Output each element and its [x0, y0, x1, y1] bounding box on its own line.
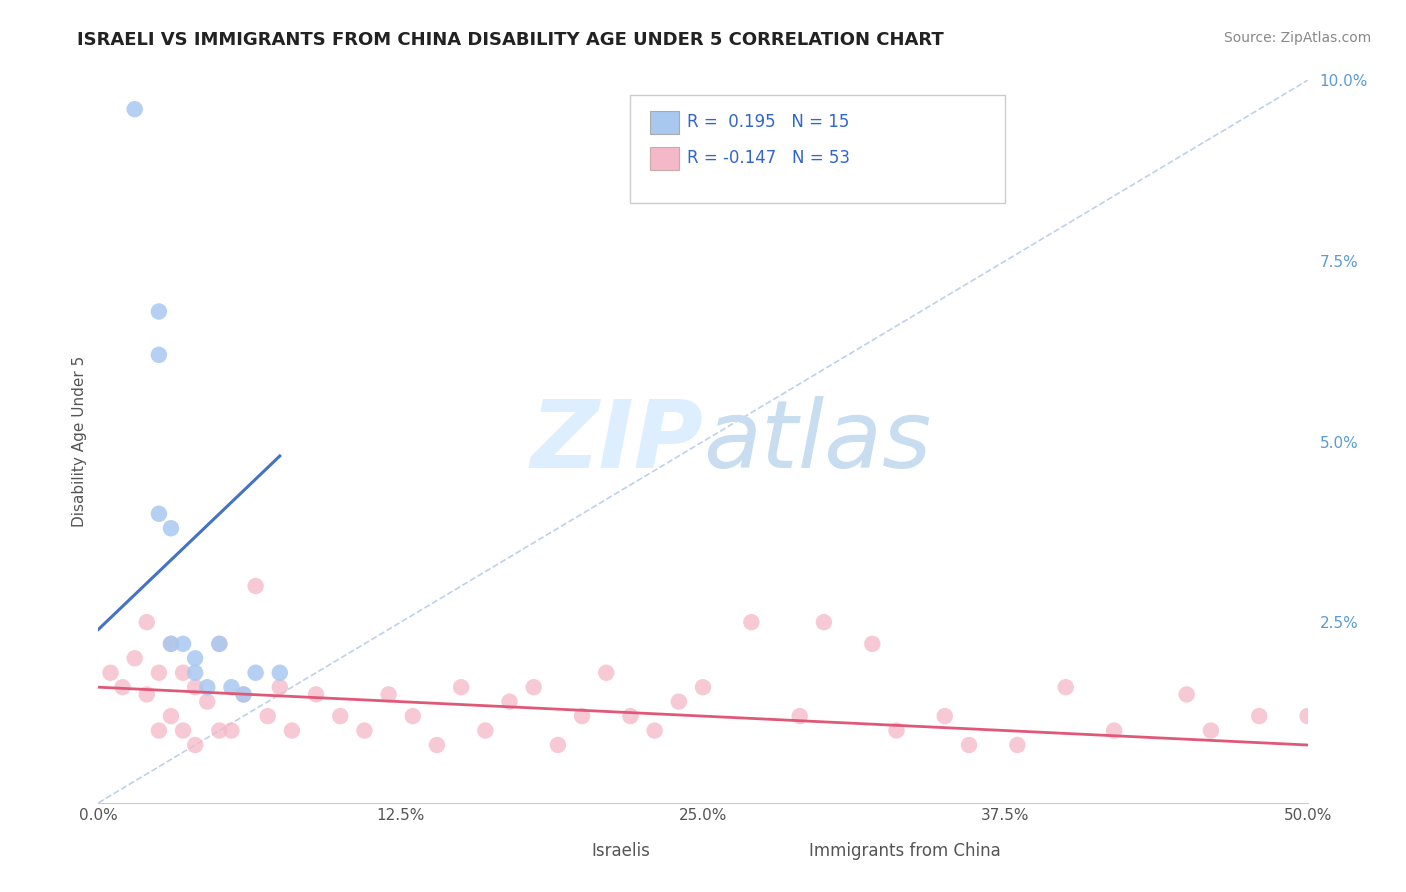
Point — [547, 738, 569, 752]
Text: R =  0.195   N = 15: R = 0.195 N = 15 — [688, 113, 849, 131]
FancyBboxPatch shape — [630, 95, 1005, 203]
Text: Source: ZipAtlas.com: Source: ZipAtlas.com — [1223, 31, 1371, 45]
Point — [221, 723, 243, 738]
Point — [1199, 723, 1222, 738]
Point — [426, 738, 449, 752]
Point — [124, 102, 146, 116]
Point — [148, 723, 170, 738]
Point — [1054, 680, 1077, 694]
Point — [160, 637, 183, 651]
Point — [353, 723, 375, 738]
Point — [692, 680, 714, 694]
Point — [184, 680, 207, 694]
Point — [474, 723, 496, 738]
Point — [305, 687, 328, 701]
Point — [668, 695, 690, 709]
Point — [148, 507, 170, 521]
Point — [377, 687, 399, 701]
Point — [195, 680, 218, 694]
Point — [172, 637, 194, 651]
Point — [148, 348, 170, 362]
Point — [208, 637, 231, 651]
Text: Immigrants from China: Immigrants from China — [810, 842, 1001, 860]
Point — [124, 651, 146, 665]
Y-axis label: Disability Age Under 5: Disability Age Under 5 — [72, 356, 87, 527]
Point — [160, 521, 183, 535]
Point — [1296, 709, 1319, 723]
Point — [111, 680, 134, 694]
Point — [184, 665, 207, 680]
Text: ISRAELI VS IMMIGRANTS FROM CHINA DISABILITY AGE UNDER 5 CORRELATION CHART: ISRAELI VS IMMIGRANTS FROM CHINA DISABIL… — [77, 31, 943, 49]
Point — [450, 680, 472, 694]
Point — [571, 709, 593, 723]
Point — [160, 637, 183, 651]
Point — [789, 709, 811, 723]
Point — [619, 709, 641, 723]
Point — [934, 709, 956, 723]
Point — [256, 709, 278, 723]
Point — [160, 709, 183, 723]
Text: ZIP: ZIP — [530, 395, 703, 488]
Point — [329, 709, 352, 723]
Point — [135, 615, 157, 630]
Text: R = -0.147   N = 53: R = -0.147 N = 53 — [688, 149, 851, 168]
Point — [184, 651, 207, 665]
Point — [1007, 738, 1029, 752]
Point — [208, 723, 231, 738]
Point — [281, 723, 304, 738]
Point — [1102, 723, 1125, 738]
Point — [148, 665, 170, 680]
Point — [232, 687, 254, 701]
Point — [172, 665, 194, 680]
FancyBboxPatch shape — [650, 111, 679, 134]
Point — [184, 738, 207, 752]
Point — [208, 637, 231, 651]
Point — [523, 680, 546, 694]
Point — [100, 665, 122, 680]
Point — [1175, 687, 1198, 701]
Point — [135, 687, 157, 701]
Point — [402, 709, 425, 723]
Text: Israelis: Israelis — [592, 842, 651, 860]
Point — [245, 579, 267, 593]
Point — [148, 304, 170, 318]
Point — [644, 723, 666, 738]
Point — [957, 738, 980, 752]
Point — [860, 637, 883, 651]
FancyBboxPatch shape — [561, 838, 591, 862]
Point — [498, 695, 520, 709]
Point — [813, 615, 835, 630]
FancyBboxPatch shape — [779, 838, 808, 862]
Point — [269, 665, 291, 680]
Text: atlas: atlas — [703, 396, 931, 487]
Point — [269, 680, 291, 694]
Point — [195, 695, 218, 709]
Point — [172, 723, 194, 738]
Point — [740, 615, 762, 630]
Point — [245, 665, 267, 680]
Point — [221, 680, 243, 694]
Point — [595, 665, 617, 680]
Point — [886, 723, 908, 738]
Point — [1249, 709, 1271, 723]
Point — [232, 687, 254, 701]
FancyBboxPatch shape — [650, 147, 679, 169]
